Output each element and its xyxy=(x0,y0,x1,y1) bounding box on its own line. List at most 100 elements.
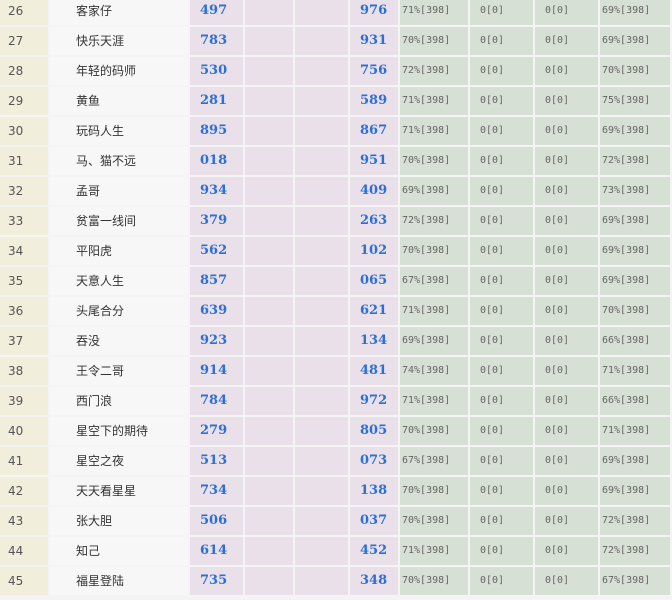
rank-cell: 31 xyxy=(0,147,48,175)
rate-cell-1: 70%[398] xyxy=(400,507,468,535)
rate-cell-3: 0[0] xyxy=(535,237,598,265)
rate-cell-1: 74%[398] xyxy=(400,357,468,385)
number-a-cell: 895 xyxy=(190,117,243,145)
rate-cell-3: 0[0] xyxy=(535,447,598,475)
number-b-cell: 756 xyxy=(350,57,398,85)
rank-cell: 44 xyxy=(0,537,48,565)
rank-cell: 33 xyxy=(0,207,48,235)
empty-cell xyxy=(295,297,348,325)
name-cell: 星空之夜 xyxy=(50,447,188,475)
rate-cell-2: 0[0] xyxy=(470,177,533,205)
table-row: 35 天意人生 857 065 67%[398] 0[0] 0[0] 69%[3… xyxy=(0,267,672,295)
rate-cell-2: 0[0] xyxy=(470,0,533,25)
rate-cell-2: 0[0] xyxy=(470,357,533,385)
rate-cell-2: 0[0] xyxy=(470,327,533,355)
number-a-cell: 614 xyxy=(190,537,243,565)
table-row: 39 西门浪 784 972 71%[398] 0[0] 0[0] 66%[39… xyxy=(0,387,672,415)
table-row: 36 头尾合分 639 621 71%[398] 0[0] 0[0] 70%[3… xyxy=(0,297,672,325)
number-b-cell: 409 xyxy=(350,177,398,205)
rate-cell-1: 71%[398] xyxy=(400,0,468,25)
rate-cell-1: 70%[398] xyxy=(400,27,468,55)
table-row: 41 星空之夜 513 073 67%[398] 0[0] 0[0] 69%[3… xyxy=(0,447,672,475)
name-cell: 知己 xyxy=(50,537,188,565)
name-cell: 平阳虎 xyxy=(50,237,188,265)
rate-cell-4: 69%[398] xyxy=(600,477,670,505)
empty-cell xyxy=(295,177,348,205)
number-a-cell: 934 xyxy=(190,177,243,205)
number-a-cell: 735 xyxy=(190,567,243,595)
table-row: 37 吞没 923 134 69%[398] 0[0] 0[0] 66%[398… xyxy=(0,327,672,355)
number-b-cell: 931 xyxy=(350,27,398,55)
empty-cell xyxy=(295,0,348,25)
rate-cell-3: 0[0] xyxy=(535,297,598,325)
rate-cell-1: 71%[398] xyxy=(400,87,468,115)
rate-cell-4: 75%[398] xyxy=(600,87,670,115)
table-row: 45 福星登陆 735 348 70%[398] 0[0] 0[0] 67%[3… xyxy=(0,567,672,595)
rate-cell-4: 69%[398] xyxy=(600,27,670,55)
number-b-cell: 951 xyxy=(350,147,398,175)
table-row: 44 知己 614 452 71%[398] 0[0] 0[0] 72%[398… xyxy=(0,537,672,565)
empty-cell xyxy=(245,297,293,325)
table-row: 31 马、猫不远 018 951 70%[398] 0[0] 0[0] 72%[… xyxy=(0,147,672,175)
rank-cell: 39 xyxy=(0,387,48,415)
rate-cell-2: 0[0] xyxy=(470,237,533,265)
rate-cell-3: 0[0] xyxy=(535,537,598,565)
table-row: 26 客家仔 497 976 71%[398] 0[0] 0[0] 69%[39… xyxy=(0,0,672,25)
name-cell: 天意人生 xyxy=(50,267,188,295)
rank-cell: 30 xyxy=(0,117,48,145)
rate-cell-3: 0[0] xyxy=(535,267,598,295)
rate-cell-2: 0[0] xyxy=(470,417,533,445)
rank-cell: 40 xyxy=(0,417,48,445)
empty-cell xyxy=(295,357,348,385)
number-b-cell: 972 xyxy=(350,387,398,415)
rate-cell-3: 0[0] xyxy=(535,567,598,595)
number-b-cell: 589 xyxy=(350,87,398,115)
number-a-cell: 923 xyxy=(190,327,243,355)
empty-cell xyxy=(295,117,348,145)
rate-cell-4: 70%[398] xyxy=(600,57,670,85)
rank-cell: 32 xyxy=(0,177,48,205)
number-b-cell: 073 xyxy=(350,447,398,475)
empty-cell xyxy=(245,57,293,85)
empty-cell xyxy=(245,477,293,505)
number-a-cell: 018 xyxy=(190,147,243,175)
rate-cell-2: 0[0] xyxy=(470,477,533,505)
name-cell: 快乐天涯 xyxy=(50,27,188,55)
empty-cell xyxy=(295,207,348,235)
rate-cell-2: 0[0] xyxy=(470,387,533,415)
rate-cell-3: 0[0] xyxy=(535,0,598,25)
number-a-cell: 497 xyxy=(190,0,243,25)
name-cell: 福星登陆 xyxy=(50,567,188,595)
rate-cell-4: 69%[398] xyxy=(600,237,670,265)
rank-cell: 41 xyxy=(0,447,48,475)
rate-cell-4: 66%[398] xyxy=(600,327,670,355)
number-b-cell: 621 xyxy=(350,297,398,325)
name-cell: 天天看星星 xyxy=(50,477,188,505)
name-cell: 张大胆 xyxy=(50,507,188,535)
table-row: 27 快乐天涯 783 931 70%[398] 0[0] 0[0] 69%[3… xyxy=(0,27,672,55)
rate-cell-2: 0[0] xyxy=(470,267,533,295)
number-b-cell: 348 xyxy=(350,567,398,595)
rate-cell-4: 69%[398] xyxy=(600,207,670,235)
rate-cell-1: 70%[398] xyxy=(400,477,468,505)
rate-cell-1: 71%[398] xyxy=(400,117,468,145)
rate-cell-2: 0[0] xyxy=(470,297,533,325)
name-cell: 贫富一线间 xyxy=(50,207,188,235)
number-a-cell: 783 xyxy=(190,27,243,55)
number-b-cell: 102 xyxy=(350,237,398,265)
rate-cell-4: 69%[398] xyxy=(600,447,670,475)
rate-cell-1: 71%[398] xyxy=(400,297,468,325)
table-row: 29 黄鱼 281 589 71%[398] 0[0] 0[0] 75%[398… xyxy=(0,87,672,115)
number-b-cell: 065 xyxy=(350,267,398,295)
table-row: 28 年轻的码师 530 756 72%[398] 0[0] 0[0] 70%[… xyxy=(0,57,672,85)
rank-cell: 43 xyxy=(0,507,48,535)
rank-cell: 42 xyxy=(0,477,48,505)
number-a-cell: 914 xyxy=(190,357,243,385)
empty-cell xyxy=(295,237,348,265)
number-b-cell: 138 xyxy=(350,477,398,505)
table-row: 33 贫富一线间 379 263 72%[398] 0[0] 0[0] 69%[… xyxy=(0,207,672,235)
name-cell: 王令二哥 xyxy=(50,357,188,385)
rate-cell-4: 69%[398] xyxy=(600,117,670,145)
name-cell: 孟哥 xyxy=(50,177,188,205)
